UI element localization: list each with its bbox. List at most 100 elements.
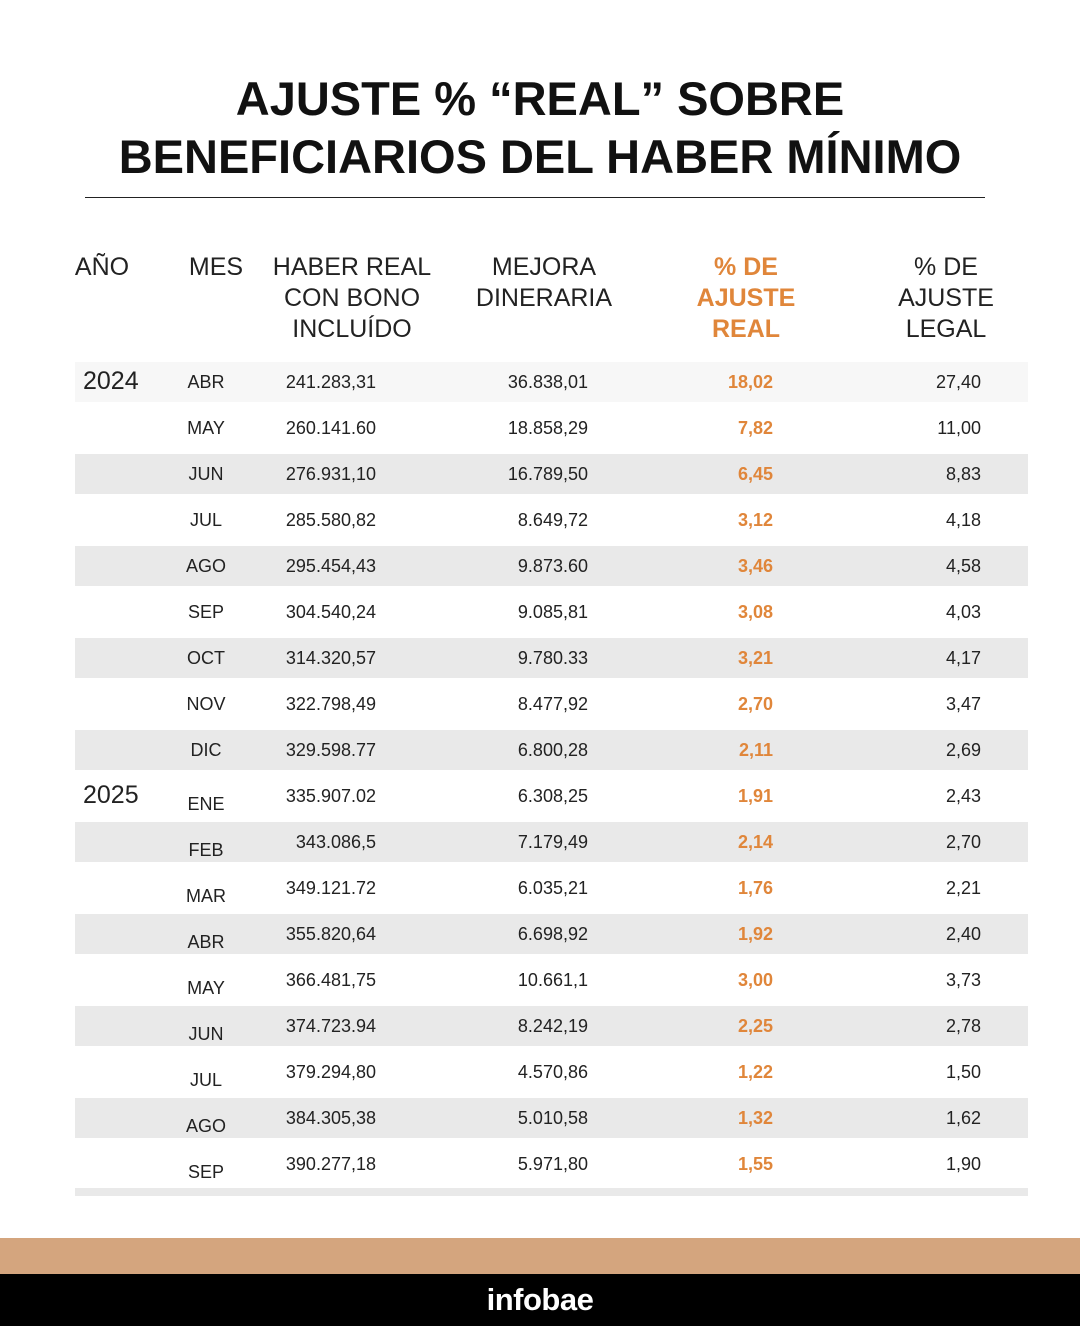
mejora-cell: 9.780.33 xyxy=(517,648,588,668)
table-row: JUN 276.931,10 16.789,50 6,45 8,83 xyxy=(0,452,1080,498)
ajuste-legal-cell: 1,50 xyxy=(945,1062,981,1082)
haber-cell: 366.481,75 xyxy=(285,970,376,990)
row-band xyxy=(75,454,1028,494)
row-band xyxy=(75,914,1028,954)
ajuste-real-cell: 6,45 xyxy=(737,464,773,484)
haber-cell: 335.907.02 xyxy=(285,786,376,806)
table-row: DIC 329.598.77 6.800,28 2,11 2,69 xyxy=(0,728,1080,774)
mejora-cell: 6.800,28 xyxy=(517,740,588,760)
ajuste-legal-cell: 2,43 xyxy=(945,786,981,806)
ajuste-legal-cell: 8,83 xyxy=(945,464,981,484)
mes-cell: ABR xyxy=(187,372,225,392)
ajuste-real-cell: 1,91 xyxy=(737,786,773,806)
ajuste-real-cell: 3,21 xyxy=(737,648,773,668)
ajuste-real-cell: 3,00 xyxy=(737,970,773,990)
ajuste-real-cell: 2,14 xyxy=(737,832,773,852)
table-row: MAY 366.481,75 10.661,1 3,00 3,73 xyxy=(0,958,1080,1004)
ajuste-real-cell: 2,25 xyxy=(737,1016,773,1036)
table-row: JUL 285.580,82 8.649,72 3,12 4,18 xyxy=(0,498,1080,544)
ajuste-legal-cell: 2,70 xyxy=(945,832,981,852)
mejora-cell: 8.242,19 xyxy=(517,1016,588,1036)
row-band xyxy=(75,1006,1028,1046)
row-band xyxy=(75,638,1028,678)
haber-cell: 314.320,57 xyxy=(285,648,376,668)
haber-cell: 349.121.72 xyxy=(285,878,376,898)
haber-cell: 374.723.94 xyxy=(285,1016,376,1036)
mejora-cell: 18.858,29 xyxy=(507,418,588,438)
row-band xyxy=(75,362,1028,402)
ajuste-legal-cell: 4,58 xyxy=(945,556,981,576)
ajuste-legal-cell: 4,03 xyxy=(945,602,981,622)
ajuste-real-cell: 1,22 xyxy=(737,1062,773,1082)
header-haber: HABER REAL CON BONO INCLUÍDO xyxy=(272,253,432,343)
ajuste-legal-cell: 3,73 xyxy=(945,970,981,990)
haber-cell: 241.283,31 xyxy=(285,372,376,392)
haber-cell: 295.454,43 xyxy=(285,556,376,576)
mes-cell: AGO xyxy=(185,1116,226,1136)
table-row: MAY 260.141.60 18.858,29 7,82 11,00 xyxy=(0,406,1080,452)
ajuste-legal-cell: 1,62 xyxy=(945,1108,981,1128)
page-title: AJUSTE % “REAL” SOBRE BENEFICIARIOS DEL … xyxy=(0,70,1080,186)
header-ajuste-legal: % DE AJUSTE LEGAL xyxy=(898,253,994,343)
row-band xyxy=(75,730,1028,770)
header-mes: MES xyxy=(188,253,244,281)
row-band xyxy=(75,822,1028,862)
infobae-logo: infobae xyxy=(486,1282,594,1317)
table-end-band xyxy=(75,1188,1028,1196)
table-row: JUL 379.294,80 4.570,86 1,22 1,50 xyxy=(0,1050,1080,1096)
haber-cell: 384.305,38 xyxy=(285,1108,376,1128)
mes-cell: NOV xyxy=(186,694,226,714)
haber-cell: 304.540,24 xyxy=(285,602,376,622)
haber-cell: 390.277,18 xyxy=(285,1154,376,1174)
haber-cell: 343.086,5 xyxy=(295,832,376,852)
footer-bar: infobae xyxy=(0,1274,1080,1326)
ajuste-legal-cell: 11,00 xyxy=(937,418,981,438)
title-divider xyxy=(85,197,985,198)
table-row: ABR 355.820,64 6.698,92 1,92 2,40 xyxy=(0,912,1080,958)
ajuste-legal-cell: 4,18 xyxy=(945,510,981,530)
ajuste-real-cell: 3,12 xyxy=(737,510,773,530)
mes-cell: MAY xyxy=(187,418,225,438)
haber-cell: 355.820,64 xyxy=(285,924,376,944)
ajuste-legal-cell: 2,69 xyxy=(945,740,981,760)
table-row: SEP 390.277,18 5.971,80 1,55 1,90 xyxy=(0,1142,1080,1188)
mes-cell: OCT xyxy=(187,648,225,668)
mes-cell: JUN xyxy=(188,464,224,484)
mes-cell: JUN xyxy=(188,1024,224,1044)
mejora-cell: 8.649,72 xyxy=(517,510,588,530)
table-row: SEP 304.540,24 9.085,81 3,08 4,03 xyxy=(0,590,1080,636)
ajuste-real-cell: 2,11 xyxy=(738,740,773,760)
table-row: AGO 295.454,43 9.873.60 3,46 4,58 xyxy=(0,544,1080,590)
mejora-cell: 6.698,92 xyxy=(517,924,588,944)
mes-cell: ABR xyxy=(187,932,225,952)
ajuste-real-cell: 2,70 xyxy=(737,694,773,714)
ajuste-real-cell: 1,92 xyxy=(737,924,773,944)
mejora-cell: 9.873.60 xyxy=(517,556,588,576)
header-ajuste-real: % DE AJUSTE REAL xyxy=(696,253,796,343)
mes-cell: JUL xyxy=(189,510,222,530)
mes-cell: MAY xyxy=(187,978,225,998)
haber-cell: 276.931,10 xyxy=(285,464,376,484)
mejora-cell: 16.789,50 xyxy=(507,464,588,484)
mejora-cell: 9.085,81 xyxy=(517,602,588,622)
mes-cell: JUL xyxy=(189,1070,222,1090)
row-band xyxy=(75,1098,1028,1138)
mes-cell: DIC xyxy=(190,740,222,760)
haber-cell: 329.598.77 xyxy=(285,740,376,760)
ajuste-legal-cell: 1,90 xyxy=(945,1154,981,1174)
header-anio: AÑO xyxy=(74,253,130,281)
mejora-cell: 10.661,1 xyxy=(517,970,588,990)
haber-cell: 285.580,82 xyxy=(285,510,376,530)
year-label: 2024 xyxy=(83,367,139,395)
ajuste-real-cell: 7,82 xyxy=(737,418,773,438)
mejora-cell: 36.838,01 xyxy=(507,372,588,392)
mejora-cell: 7.179,49 xyxy=(517,832,588,852)
table-row: OCT 314.320,57 9.780.33 3,21 4,17 xyxy=(0,636,1080,682)
ajuste-legal-cell: 2,40 xyxy=(945,924,981,944)
ajuste-real-cell: 1,76 xyxy=(737,878,773,898)
ajuste-real-cell: 3,08 xyxy=(737,602,773,622)
ajuste-legal-cell: 3,47 xyxy=(945,694,981,714)
mes-cell: AGO xyxy=(185,556,226,576)
mes-cell: ENE xyxy=(187,794,225,814)
year-label: 2025 xyxy=(83,781,139,809)
